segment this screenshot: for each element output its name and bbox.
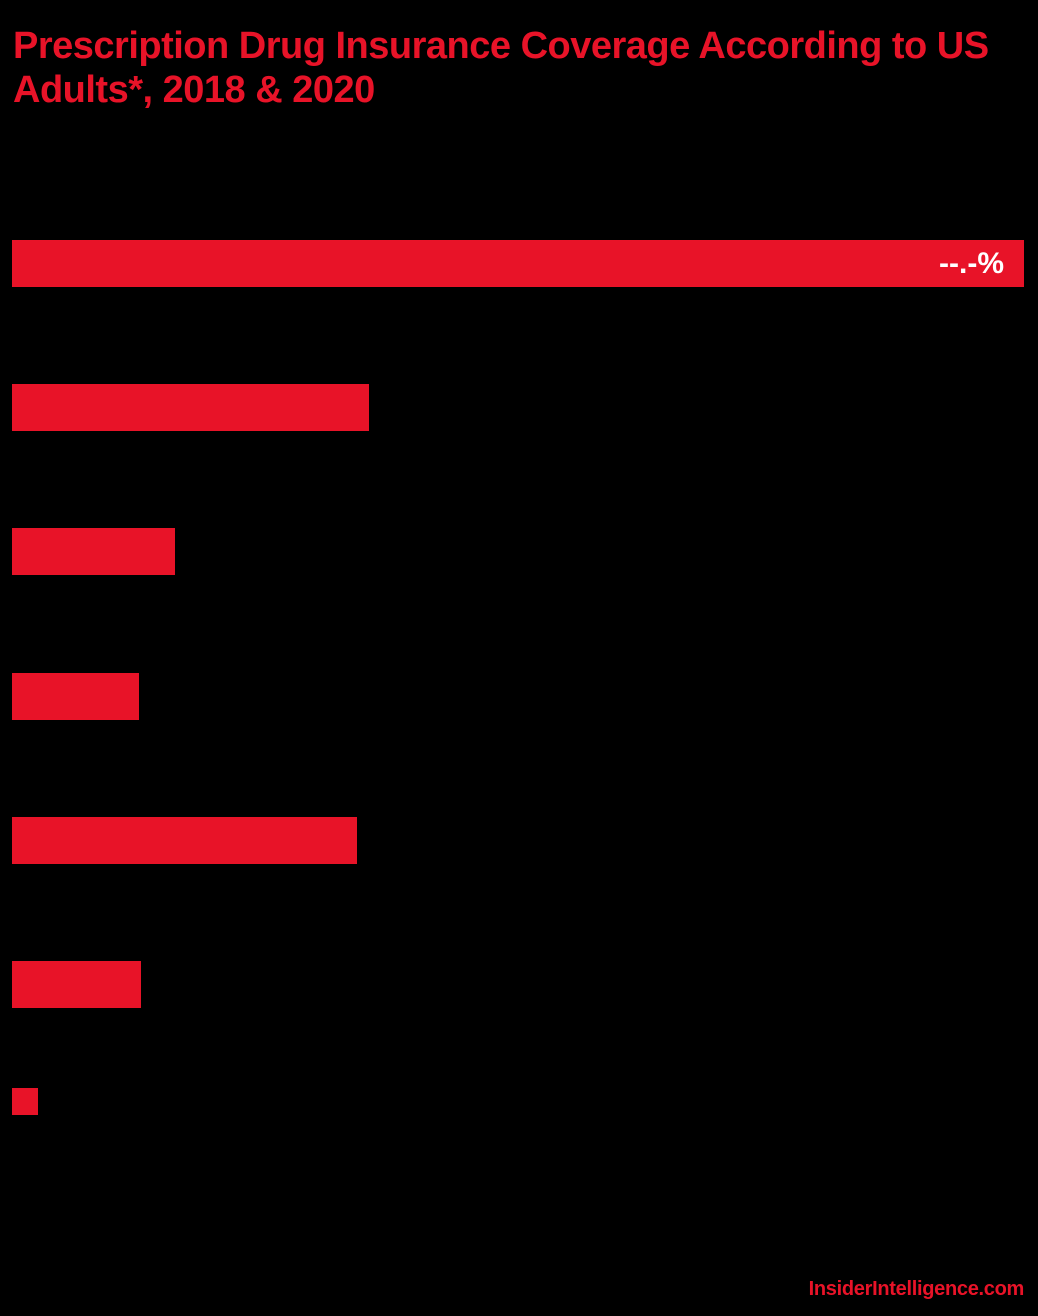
bar-value-label: --.-% (939, 247, 1004, 280)
bar (12, 673, 139, 720)
legend-swatch (12, 1088, 38, 1115)
bar: --.-% (12, 240, 1024, 287)
brand-watermark: InsiderIntelligence.com (808, 1278, 1025, 1300)
bar (12, 961, 141, 1008)
bar (12, 528, 175, 575)
bar (12, 817, 357, 864)
chart-title: Prescription Drug Insurance Coverage Acc… (13, 25, 989, 111)
bar (12, 384, 369, 431)
